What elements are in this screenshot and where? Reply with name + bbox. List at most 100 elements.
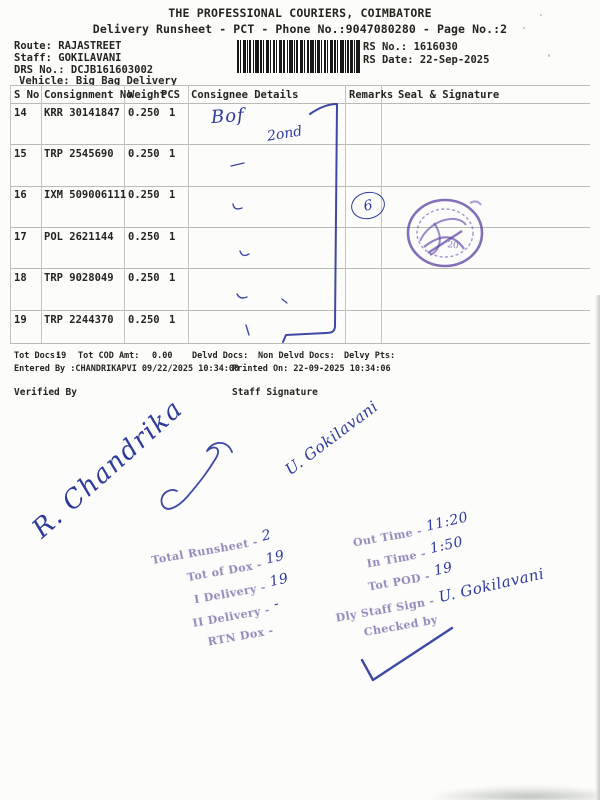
route-line: Route: RAJASTREET — [14, 40, 121, 52]
table-grid-line — [41, 85, 42, 343]
table-grid-line — [10, 103, 590, 104]
cell-weight: 0.250 — [128, 314, 160, 326]
pen-tick — [245, 324, 250, 336]
table-grid-line — [10, 144, 590, 145]
rs-date-label: RS Date: — [363, 54, 414, 66]
drs-label: DRS No.: — [14, 64, 65, 76]
staff-value: GOKILAVANI — [58, 52, 122, 64]
pen-tick — [236, 293, 248, 299]
cell-consignment: KRR 30141847 — [44, 107, 120, 119]
table-grid-line — [188, 85, 189, 343]
stamp-value-handwritten: 11:20 — [424, 509, 470, 535]
col-header-remarks: Remarks — [349, 89, 394, 101]
circled-remark-value: 6 — [361, 196, 375, 215]
cell-consignment: TRP 9028049 — [44, 272, 114, 284]
pen-tick — [230, 162, 245, 167]
entered-by-line: Entered By :CHANDRIKAPVI 09/22/2025 10:3… — [14, 364, 240, 374]
scan-speck — [548, 54, 550, 57]
staff-label: Staff: — [14, 52, 52, 64]
cell-sno: 15 — [14, 148, 27, 160]
delvy-pts-label: Delvy Pts: — [344, 351, 396, 361]
cell-sno: 17 — [14, 231, 27, 243]
barcode-icon — [237, 40, 360, 73]
cell-sno: 18 — [14, 272, 27, 284]
printed-on-line: Printed On: 22-09-2025 10:34:06 — [232, 364, 391, 374]
stamp-value-handwritten: 19 — [268, 570, 291, 591]
cell-consignment: IXM 509006111 — [44, 189, 127, 201]
company-title: THE PROFESSIONAL COURIERS, COIMBATORE — [168, 6, 432, 20]
rs-no-value: 1616030 — [413, 41, 458, 53]
col-header-sno: S No — [14, 89, 40, 101]
rs-date-value: 22-Sep-2025 — [419, 54, 490, 66]
table-grid-line — [10, 85, 11, 343]
col-header-pcs: PCS — [161, 89, 180, 101]
route-value: RAJASTREET — [58, 40, 122, 52]
cell-weight: 0.250 — [128, 272, 160, 284]
vehicle-value: Big Bag Delivery — [75, 75, 178, 87]
table-grid-line — [10, 268, 590, 269]
route-label: Route: — [14, 40, 52, 52]
scan-speck — [523, 27, 525, 29]
table-grid-line — [345, 85, 346, 343]
cell-weight: 0.250 — [128, 107, 160, 119]
runsheet-summary-stamp-right: Out Time - 11:20 In Time - 1:50 Tot POD … — [322, 502, 559, 653]
staff-line: Staff: GOKILAVANI — [14, 52, 121, 64]
tot-cod-value: 0.00 — [152, 351, 173, 361]
delvd-docs-label: Delvd Docs: — [192, 351, 249, 361]
col-header-weight: Weight — [128, 89, 166, 101]
table-grid-line — [381, 85, 382, 343]
cell-pcs: 1 — [169, 148, 176, 160]
scan-speck — [540, 14, 542, 16]
runsheet-subtitle: Delivery Runsheet - PCT - Phone No.:9047… — [92, 22, 508, 36]
rs-no-label: RS No.: — [363, 41, 408, 53]
cell-pcs: 1 — [169, 272, 176, 284]
table-grid-line — [10, 85, 590, 86]
staff-signature-label: Staff Signature — [232, 387, 318, 398]
non-delvd-docs-label: Non Delvd Docs: — [258, 351, 335, 361]
stamp-value-handwritten: 2 — [260, 526, 273, 545]
cell-pcs: 1 — [169, 314, 176, 326]
cell-sno: 19 — [14, 314, 27, 326]
stamp-value-handwritten: 19 — [432, 559, 455, 580]
table-grid-line — [10, 227, 590, 228]
table-grid-line — [10, 186, 590, 187]
tot-docs-label: Tot Docs: — [14, 351, 61, 361]
table-grid-line — [10, 310, 590, 311]
col-header-seal: Seal & Signature — [398, 89, 500, 101]
vehicle-label: Vehicle: — [19, 75, 70, 87]
handwritten-note-bof: Bof — [210, 104, 246, 129]
pen-tick — [281, 298, 288, 304]
verified-by-label: Verified By — [14, 387, 77, 398]
cell-consignment: POL 2621144 — [44, 231, 114, 243]
drs-line: DRS No.: DCJB161603002 — [14, 64, 153, 76]
staff-signature-handwritten: U. Gokilavani — [281, 397, 382, 479]
pen-tick — [239, 250, 250, 257]
vehicle-line: Vehicle: Big Bag Delivery — [19, 75, 177, 87]
round-stamp-icon: 20 — [406, 198, 484, 268]
cell-weight: 0.250 — [128, 189, 160, 201]
cell-consignment: TRP 2244370 — [44, 314, 114, 326]
runsheet-summary-stamp-left: Total Runsheet - 2 Tot of Dox - 19 I Del… — [146, 527, 314, 666]
handwritten-note-2ond: 2ond — [265, 123, 304, 145]
cell-pcs: 1 — [169, 107, 176, 119]
seal-visible-text: 20 — [447, 240, 460, 252]
stamp-value-handwritten: 19 — [264, 547, 287, 568]
rs-date-line: RS Date: 22-Sep-2025 — [363, 54, 489, 66]
verified-by-signature: R. Chandrika — [26, 393, 190, 545]
cell-pcs: 1 — [169, 231, 176, 243]
cell-consignment: TRP 2545690 — [44, 148, 114, 160]
cell-weight: 0.250 — [128, 231, 160, 243]
col-header-consignee: Consignee Details — [191, 89, 299, 101]
staff-signature-flourish — [160, 441, 233, 510]
table-grid-line — [10, 343, 590, 344]
scan-smudge — [428, 786, 596, 800]
table-grid-line — [124, 85, 125, 343]
tot-docs-value: 19 — [56, 351, 67, 361]
tot-cod-label: Tot COD Amt: — [78, 351, 140, 361]
pen-tick — [232, 203, 243, 210]
col-header-consignment: Consignment No — [44, 89, 133, 101]
cell-sno: 14 — [14, 107, 27, 119]
cell-weight: 0.250 — [128, 148, 160, 160]
